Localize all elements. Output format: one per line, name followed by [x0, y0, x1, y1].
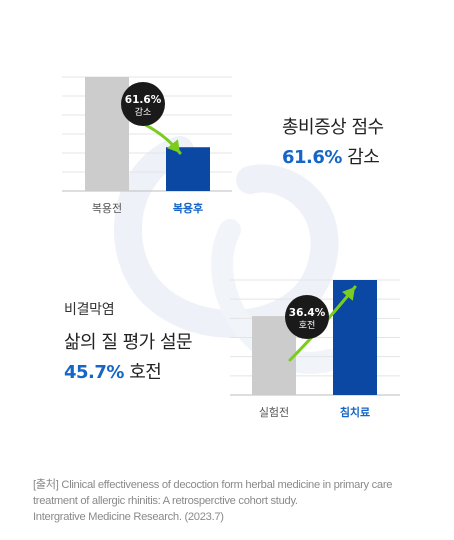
bar-침치료: [333, 280, 377, 395]
bar-복용후: [166, 147, 210, 191]
bar-복용전: [85, 77, 129, 191]
summary-symptom-score: 총비증상 점수 61.6% 감소: [282, 116, 384, 170]
citation-line-2: treatment of allergic rhinitis: A retros…: [33, 495, 298, 507]
change-badge-1: 61.6%감소: [121, 82, 165, 126]
badge-circle: [121, 82, 165, 126]
summary1-title: 총비증상 점수: [282, 117, 384, 138]
summary2-title: 삶의 질 평가 설문: [64, 332, 193, 353]
summary2-pct: 45.7%: [64, 362, 124, 383]
tick-labels-1: 복용전 복용후: [92, 201, 203, 215]
summary1-word: 감소: [347, 147, 380, 168]
badge-word: 감소: [135, 106, 152, 118]
bar-실험전: [252, 316, 296, 395]
badge-circle: [285, 295, 329, 339]
summary1-result: 61.6% 감소: [282, 146, 384, 170]
change-badge-2: 36.4%호전: [285, 295, 329, 339]
summary2-word: 호전: [129, 362, 162, 383]
badge-pct: 61.6%: [125, 94, 162, 106]
citation: [출처] Clinical effectiveness of decoction…: [33, 477, 438, 525]
bars-2: [252, 280, 377, 395]
summary-quality-of-life: 비결막염 삶의 질 평가 설문 45.7% 호전: [64, 299, 193, 385]
summary2-result: 45.7% 호전: [64, 361, 192, 385]
trend-arrow-head: [167, 139, 180, 153]
tick-label: 복용후: [173, 201, 203, 215]
citation-line-3: Intergrative Medicine Research. (2023.7): [33, 511, 224, 523]
summary2-label: 비결막염: [64, 302, 115, 318]
citation-line-1: [출처] Clinical effectiveness of decoction…: [33, 479, 393, 491]
trend-arrow-head: [341, 287, 355, 301]
badge-word: 호전: [299, 320, 316, 331]
summary1-pct: 61.6%: [282, 147, 342, 168]
tick-label: 실험전: [259, 406, 289, 419]
tick-label: 복용전: [92, 202, 122, 215]
badge-pct: 36.4%: [289, 307, 326, 319]
tick-label: 침치료: [340, 405, 370, 419]
tick-labels-2: 실험전 침치료: [259, 405, 370, 419]
bars-1: [85, 77, 210, 191]
